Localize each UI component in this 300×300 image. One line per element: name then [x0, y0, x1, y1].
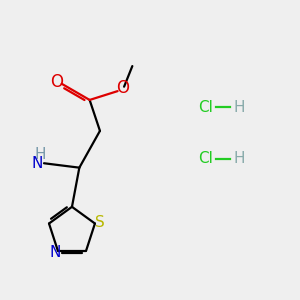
Text: H: H [234, 151, 245, 166]
Text: S: S [95, 214, 104, 230]
Text: H: H [35, 147, 46, 162]
Text: Cl: Cl [199, 151, 214, 166]
Text: O: O [50, 73, 63, 91]
Text: Cl: Cl [199, 100, 214, 115]
Text: O: O [116, 79, 129, 97]
Text: N: N [32, 156, 43, 171]
Text: H: H [234, 100, 245, 115]
Text: N: N [50, 245, 61, 260]
